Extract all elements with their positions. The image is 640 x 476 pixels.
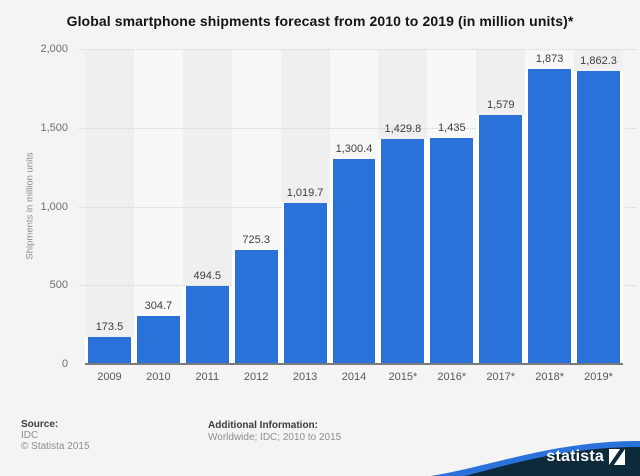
source-block: Source: IDC © Statista 2015 [21, 419, 90, 452]
bar-column: 1,862.3 [574, 49, 623, 364]
copyright-text: © Statista 2015 [21, 441, 90, 452]
bar-value-label: 494.5 [193, 270, 222, 283]
additional-info-label: Additional Information: [208, 420, 318, 431]
bar-value-label: 725.3 [242, 233, 270, 246]
bar-2019*: 1,862.3 [574, 55, 623, 364]
bar-2015*: 1,429.8 [378, 123, 428, 364]
y-tick-label: 0 [61, 358, 68, 370]
bar-value-label: 304.7 [144, 300, 173, 313]
y-tick-label: 500 [49, 279, 68, 292]
y-tick-label: 1,500 [40, 121, 68, 134]
x-axis-label: 2013 [292, 371, 318, 383]
bar-column: 1,429.8 [378, 49, 428, 364]
bar-column: 304.7 [133, 49, 183, 364]
bar-value-label: 173.5 [95, 320, 124, 333]
bar-value-label: 1,300.4 [335, 143, 373, 156]
bar-column: 494.5 [182, 49, 232, 364]
bar-2017*: 1,579 [476, 99, 526, 364]
x-axis-label: 2010 [146, 371, 171, 383]
x-axis-label: 2012 [243, 371, 269, 383]
x-axis-label: 2009 [97, 371, 122, 383]
x-axis-labels: 2009 2010 2011 2012 2013 2014 2015* 2016* 2017* 2… [85, 371, 623, 383]
bar-column: 173.5 [85, 49, 134, 364]
y-tick-label: 1,000 [40, 200, 68, 213]
gridline [78, 49, 637, 50]
statista-logo-icon [609, 449, 625, 465]
bar-column: 1,435 [427, 49, 477, 364]
bar-value-label: 1,873 [535, 53, 564, 66]
statista-swoosh-graphic [430, 441, 640, 476]
swoosh-navy-shape [465, 447, 640, 476]
bar-value-label: 1,019.7 [286, 187, 324, 200]
x-axis-label: 2016* [437, 371, 467, 383]
source-label: Source: [21, 419, 59, 430]
bar-2013: 1,019.7 [280, 187, 330, 364]
bar-2011: 494.5 [182, 270, 232, 364]
x-axis-label: 2019* [584, 371, 613, 383]
bars-layer: 173.5 304.7 494.5 725.3 1,019.7 1,300.4 1,429.… [85, 49, 623, 364]
y-axis-ticks: 0 500 1,000 1,500 2,000 [0, 43, 75, 370]
x-axis-label: 2015* [388, 371, 418, 383]
additional-info-block: Additional Information: Worldwide; IDC; … [208, 420, 341, 444]
y-tick-label: 2,000 [40, 43, 68, 55]
bar-column: 1,579 [476, 49, 526, 364]
bar-column: 1,019.7 [280, 49, 330, 364]
bar-column: 1,873 [525, 49, 575, 364]
bar-2014: 1,300.4 [329, 143, 379, 364]
x-axis-line [85, 363, 623, 365]
source-value: IDC [21, 430, 39, 441]
bar-2012: 725.3 [231, 234, 281, 364]
x-axis-label: 2017* [486, 371, 516, 383]
bar-2018*: 1,873 [525, 53, 575, 364]
plot-area: 173.5 304.7 494.5 725.3 1,019.7 1,300.4 1,429.… [78, 49, 637, 364]
gridline [78, 127, 637, 129]
chart-title: Global smartphone shipments forecast fro… [66, 13, 574, 29]
bar-2016*: 1,435 [427, 122, 477, 364]
statista-logo-text: statista [546, 448, 604, 465]
x-axis-label: 2018* [535, 371, 564, 383]
bar-value-label: 1,862.3 [580, 54, 617, 67]
bar-2010: 304.7 [133, 300, 183, 364]
bar-value-label: 1,429.8 [384, 122, 422, 135]
additional-info-value: Worldwide; IDC; 2010 to 2015 [208, 432, 342, 443]
x-axis-label: 2014 [341, 371, 367, 383]
bar-value-label: 1,435 [438, 122, 466, 134]
bar-2009: 173.5 [85, 321, 134, 364]
x-axis-label: 2011 [195, 371, 220, 383]
statista-logo: statista [546, 448, 625, 466]
bar-value-label: 1,579 [486, 99, 515, 112]
bar-column: 725.3 [231, 49, 281, 364]
bar-column: 1,300.4 [329, 49, 379, 364]
